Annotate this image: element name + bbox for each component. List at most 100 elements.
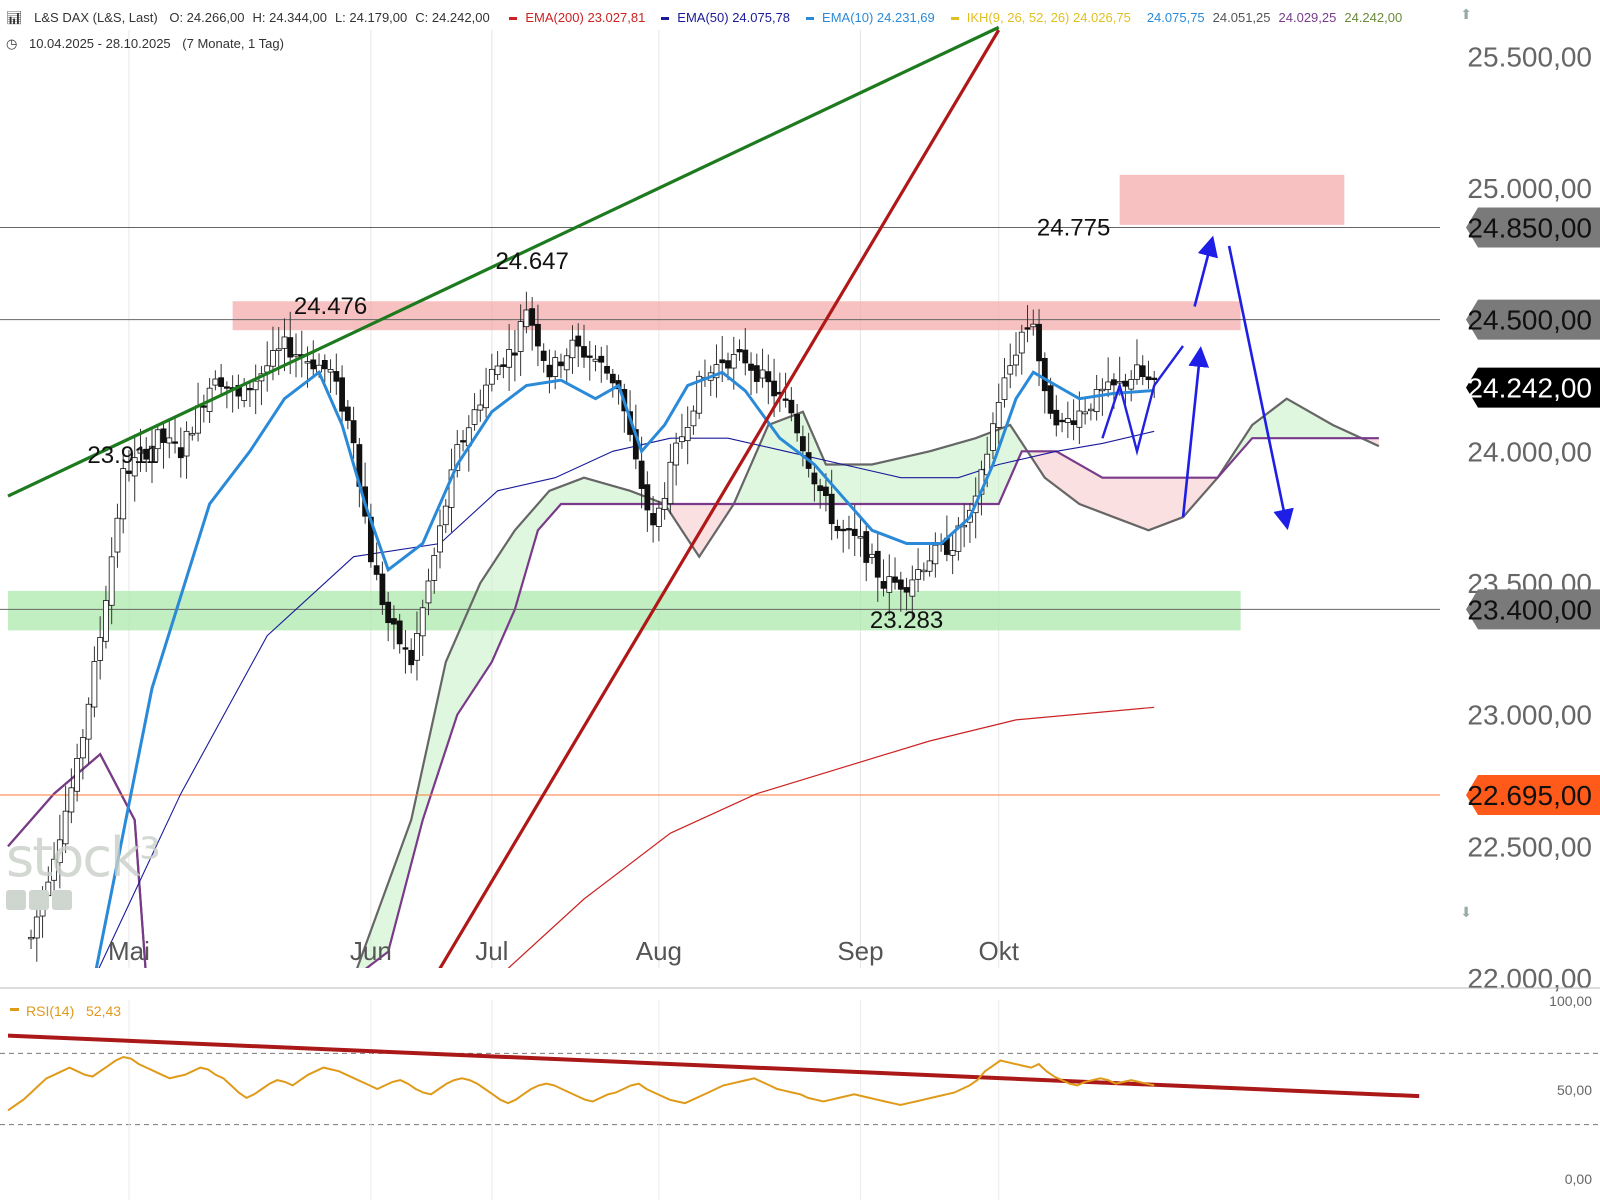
candle-body [108, 556, 115, 606]
candle-body [437, 525, 443, 553]
candle-body [396, 620, 403, 645]
candle-body [425, 580, 432, 604]
candle-body [846, 528, 852, 531]
candle-body [460, 440, 466, 443]
candle-body [287, 337, 294, 358]
candle-body [247, 387, 253, 391]
candle-body [880, 581, 887, 589]
pan-icon[interactable] [6, 890, 26, 910]
candle-body [252, 380, 259, 391]
candle-body [137, 449, 144, 454]
indicator-legend: EMA(200) 23.027,81 EMA(50) 24.075,78 EMA(1… [509, 10, 1410, 25]
candle-body [563, 355, 570, 371]
legend-item[interactable]: EMA(200) 23.027,81 [509, 10, 653, 25]
ema50-line [98, 430, 1155, 968]
candle-body [1070, 420, 1077, 425]
rsi-line [7, 1055, 1155, 1112]
candle-body [581, 346, 587, 358]
candle-body [350, 420, 357, 444]
candle-body [28, 936, 34, 940]
candle-body [56, 839, 63, 864]
candle-body [834, 525, 841, 532]
resistance-zone [1119, 174, 1345, 225]
candle-body [765, 371, 772, 383]
candle-body [684, 426, 691, 442]
candle-body [719, 359, 726, 364]
date-range: 10.04.2025 - 28.10.2025 [28, 36, 171, 51]
main-pane: 23.911 24.476 24.647 23.283 24.775 Mai Jun Jul A… [0, 25, 1440, 968]
price-tag [1466, 207, 1600, 248]
right-icon[interactable] [52, 890, 72, 910]
candle-body [995, 402, 1002, 428]
legend-item[interactable]: EMA(10) 24.231,69 [806, 10, 943, 25]
period-label: (7 Monate, 1 Tag) [182, 36, 284, 51]
candle-body [713, 364, 720, 379]
down-icon[interactable] [29, 890, 49, 910]
candle-body [304, 361, 311, 364]
legend-swatch [950, 17, 959, 21]
candle-body [321, 359, 328, 370]
candle-body [759, 369, 766, 379]
swing-annotation: 23.283 [870, 607, 943, 634]
ohlc-item: H: 24.344,00 [252, 10, 327, 25]
candle-body [120, 468, 127, 520]
candle-body [339, 377, 345, 412]
x-tick-label: Jun [350, 936, 392, 966]
candle-body [920, 569, 927, 573]
x-tick-label: Okt [978, 936, 1019, 966]
candle-body [344, 406, 351, 421]
candle-body [483, 384, 489, 409]
candle-body [218, 377, 225, 387]
candle-body [736, 349, 743, 353]
scroll-up-icon[interactable]: ⬆ [1460, 6, 1472, 22]
candle-body [730, 354, 737, 369]
candle-body [310, 359, 317, 370]
candle-body [1105, 381, 1112, 390]
ikh-value: 24.051,25 [1212, 10, 1271, 25]
instrument-name[interactable]: L&S DAX (L&S, Last) [34, 10, 158, 25]
ichimoku-span-a [7, 397, 1380, 968]
y-tick-label: 22.000,00 [1467, 963, 1592, 994]
chart-type-icon[interactable]: 📊︎ [6, 10, 23, 25]
candle-body [892, 576, 898, 583]
candle-body [794, 413, 801, 434]
forecast-arrow [1181, 346, 1210, 518]
candle-body [1151, 377, 1158, 381]
legend-label: EMA(200) 23.027,81 [525, 10, 646, 25]
legend-label: EMA(50) 24.075,78 [677, 10, 791, 25]
legend-item[interactable]: IKH(9, 26, 52, 26) 24.026,75 [950, 10, 1139, 25]
chart-controls[interactable] [6, 890, 76, 912]
candle-body [990, 423, 996, 451]
candle-body [609, 373, 616, 384]
rsi-tick-label: 100,00 [1549, 993, 1592, 1009]
candle-body [552, 357, 559, 377]
forecast-arrow [1193, 235, 1218, 307]
scroll-down-icon[interactable]: ⬇ [1460, 904, 1472, 920]
candle-body [1122, 380, 1129, 387]
candle-body [575, 335, 582, 347]
price-tag [1466, 589, 1600, 630]
candle-body [177, 447, 184, 459]
x-tick-label: Sep [837, 936, 883, 966]
x-tick-label: Mai [108, 936, 150, 966]
rsi-tick-label: 0,00 [1565, 1171, 1592, 1187]
candle-body [782, 398, 789, 401]
candle-body [293, 354, 299, 357]
forecast-path [1101, 345, 1184, 457]
legend-item[interactable]: EMA(50) 24.075,78 [661, 10, 798, 25]
ikh-value: 24.029,25 [1278, 10, 1337, 25]
candle-body [586, 355, 593, 358]
candle-body [1082, 411, 1089, 415]
candle-body [1099, 388, 1106, 392]
candle-body [414, 633, 420, 661]
candle-body [799, 436, 806, 452]
candle-body [471, 409, 478, 425]
candle-body [592, 358, 599, 362]
price-tag-label: 24.850,00 [1467, 213, 1592, 244]
candle-body [379, 573, 386, 606]
candle-body [926, 560, 933, 572]
candle-body [546, 364, 553, 378]
candle-body [1047, 385, 1054, 414]
candle-body [569, 339, 576, 359]
candle-body [828, 493, 835, 525]
